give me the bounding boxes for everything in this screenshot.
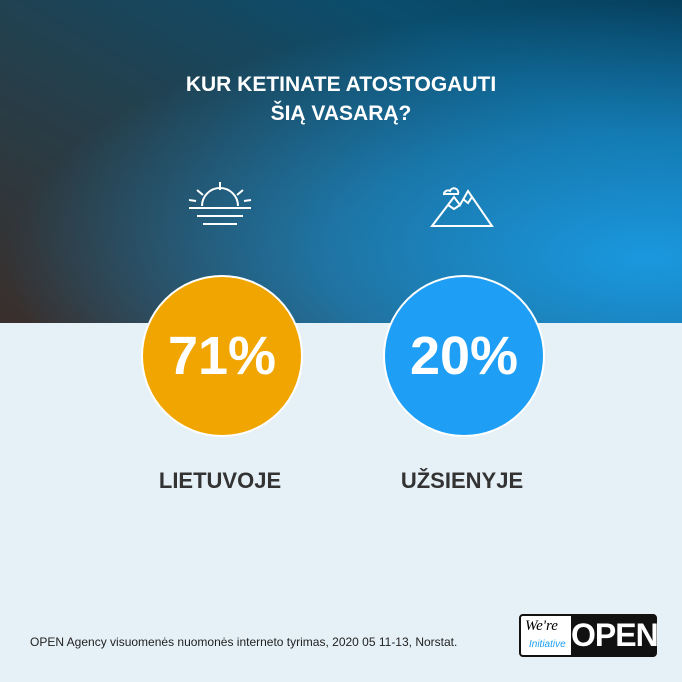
item-label: LIETUVOJE — [158, 468, 282, 493]
logo-main: OPEN — [571, 616, 659, 655]
percent-circle: 71% — [141, 275, 303, 437]
logo-top: We're — [525, 618, 558, 634]
logo: We're Initiative OPEN — [519, 614, 659, 657]
percent-circle: 20% — [383, 275, 545, 437]
logo-bottom: Initiative — [529, 639, 566, 650]
mountain-icon — [430, 187, 494, 227]
title: ŠIĄ VASARĄ? — [270, 102, 412, 125]
title: KUR KETINATE ATOSTOGAUTI — [185, 73, 497, 96]
footnote: OPEN Agency visuomenės nuomonės internet… — [30, 635, 458, 649]
item-label: UŽSIENYJE — [400, 468, 524, 493]
header-background — [0, 0, 682, 323]
sun-icon — [188, 182, 252, 225]
